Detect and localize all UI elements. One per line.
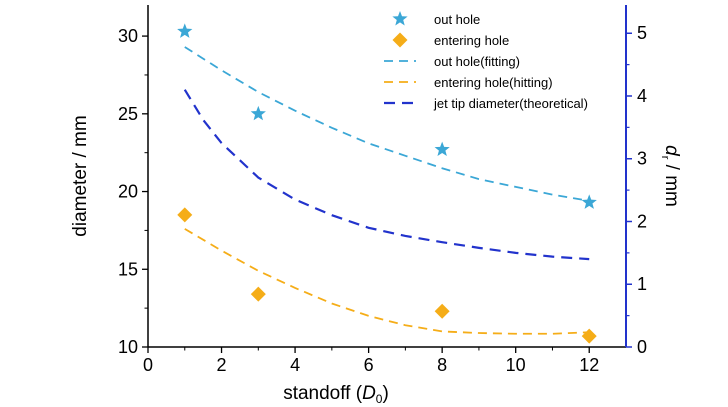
x-tick-label: 6	[364, 355, 374, 375]
plot-series	[177, 23, 597, 344]
y-tick-label: 10	[118, 337, 138, 357]
y-tick-label: 15	[118, 259, 138, 279]
legend-label: entering hole	[434, 33, 509, 48]
entering-hole-point	[581, 328, 597, 344]
y2-tick-label: 4	[637, 86, 647, 106]
out-hole-point	[434, 141, 450, 157]
y2-tick-label: 2	[637, 211, 647, 231]
x-tick-label: 10	[506, 355, 526, 375]
x-tick-label: 2	[217, 355, 227, 375]
x-tick-label: 8	[437, 355, 447, 375]
entering-hole-point	[177, 207, 193, 223]
legend-marker-star	[392, 11, 408, 26]
axes	[147, 5, 627, 348]
series-line-3	[184, 228, 590, 335]
legend: out hole entering hole out hole(fitting) en…	[384, 11, 588, 111]
y-axis-title: diameter / mm	[70, 115, 91, 236]
y2-tick-label: 1	[637, 274, 647, 294]
out-hole-point	[177, 23, 193, 38]
entering-hole-point	[250, 286, 266, 302]
y-tick-label: 20	[118, 182, 138, 202]
out-hole-point	[581, 194, 597, 209]
legend-label: out hole(fitting)	[434, 54, 520, 69]
series-line-2	[184, 46, 590, 202]
legend-label: jet tip diameter(theoretical)	[433, 96, 588, 111]
x-tick-label: 12	[579, 355, 599, 375]
y2-tick-label: 3	[637, 149, 647, 169]
y-tick-label: 30	[118, 26, 138, 46]
y2-axis-title: dr / mm	[659, 145, 682, 207]
y-tick-label: 25	[118, 104, 138, 124]
out-hole-point	[250, 105, 266, 121]
x-axis-title: standoff (D0)	[283, 383, 389, 406]
legend-label: entering hole(hitting)	[434, 75, 553, 90]
entering-hole-point	[434, 303, 450, 319]
legend-marker-diamond	[392, 32, 408, 48]
y2-tick-label: 5	[637, 23, 647, 43]
series-line-4	[183, 89, 590, 261]
legend-label: out hole	[434, 12, 480, 27]
x-tick-label: 0	[143, 355, 153, 375]
y2-tick-label: 0	[637, 337, 647, 357]
x-tick-label: 4	[290, 355, 300, 375]
